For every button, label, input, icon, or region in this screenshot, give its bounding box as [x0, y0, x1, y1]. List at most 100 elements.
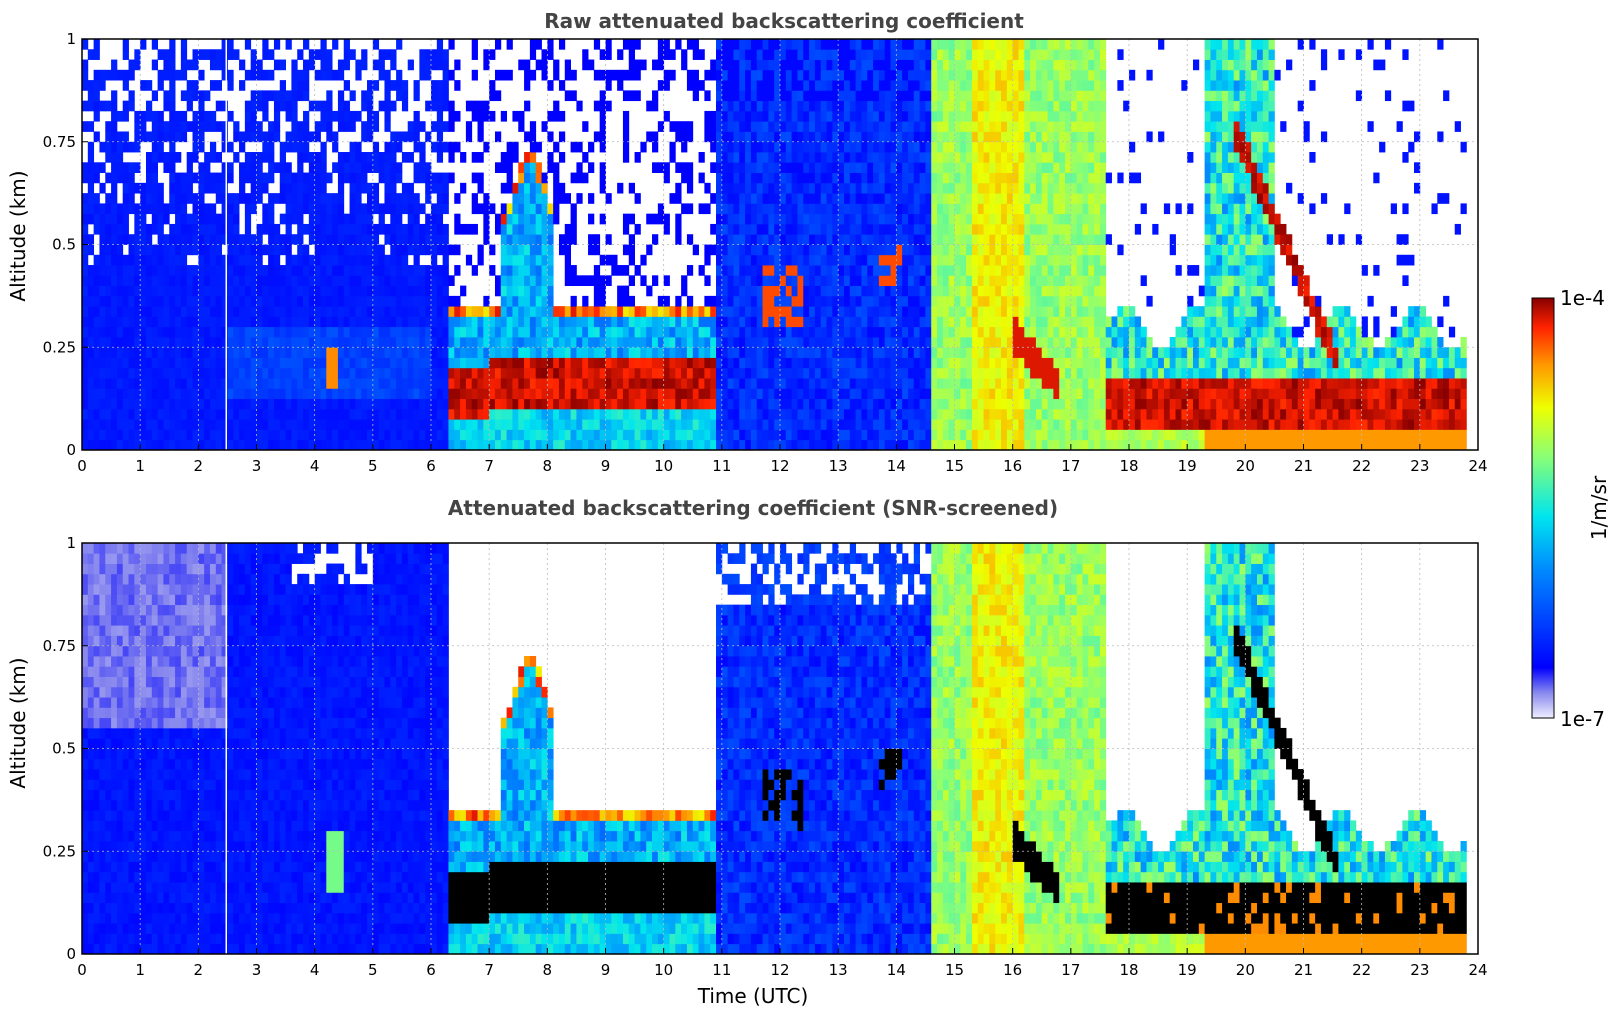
heatmap-cell [180, 59, 188, 71]
heatmap-cell [541, 357, 548, 369]
heatmap-cell [547, 429, 554, 441]
heatmap-cell [890, 131, 897, 143]
heatmap-cell [273, 398, 281, 410]
heatmap-cell [273, 265, 281, 276]
heatmap-cell [902, 244, 909, 256]
heatmap-cell [884, 326, 891, 338]
heatmap-cell [686, 306, 694, 317]
heatmap-cell [87, 439, 95, 451]
heatmap-cell [826, 203, 833, 215]
heatmap-cell [931, 408, 938, 420]
heatmap-cell [652, 141, 659, 153]
heatmap-cell [780, 295, 787, 307]
heatmap-cell [913, 295, 920, 307]
heatmap-cell [151, 408, 159, 420]
heatmap-cell [111, 131, 118, 143]
heatmap-cell [297, 367, 304, 379]
heatmap-cell [605, 100, 612, 112]
heatmap-cell [570, 234, 577, 245]
heatmap-cell [762, 244, 769, 256]
heatmap-cell [169, 59, 176, 71]
heatmap-cell [262, 39, 269, 50]
heatmap-cell [931, 80, 938, 91]
heatmap-cell [675, 429, 682, 441]
heatmap-cell [390, 285, 397, 297]
heatmap-cell [169, 121, 176, 132]
heatmap-cell [332, 429, 339, 441]
heatmap-cell [442, 234, 449, 245]
heatmap-cell [198, 367, 205, 379]
heatmap-cell [826, 152, 833, 163]
heatmap-cell [122, 367, 129, 379]
heatmap-cell [622, 213, 630, 225]
heatmap-cell [873, 275, 880, 286]
heatmap-cell [599, 90, 606, 102]
heatmap-cell [960, 69, 967, 81]
heatmap-cell [471, 316, 478, 328]
heatmap-cell [558, 388, 566, 400]
heatmap-cell [431, 429, 438, 441]
heatmap-cell [349, 275, 356, 286]
heatmap-cell [332, 193, 339, 204]
heatmap-cell [297, 193, 304, 204]
heatmap-cell [541, 388, 548, 400]
heatmap-cell [791, 326, 798, 338]
heatmap-cell [907, 357, 915, 369]
heatmap-cell [448, 367, 455, 379]
heatmap-cell [576, 439, 583, 451]
heatmap-cell [372, 121, 380, 132]
heatmap-cell [256, 131, 263, 143]
heatmap-cell [605, 357, 612, 369]
heatmap-cell [774, 162, 781, 173]
heatmap-cell [814, 162, 822, 173]
heatmap-cell [669, 357, 676, 369]
heatmap-cell [407, 121, 414, 132]
heatmap-cell [524, 265, 531, 276]
heatmap-cell [780, 398, 787, 410]
heatmap-cell [93, 336, 100, 348]
heatmap-cell [966, 39, 973, 50]
heatmap-cell [948, 347, 955, 358]
heatmap-cell [111, 59, 118, 71]
heatmap-cell [919, 182, 926, 194]
heatmap-cell [471, 419, 478, 430]
heatmap-cell [221, 419, 228, 430]
heatmap-cell [611, 69, 618, 81]
heatmap-cell [745, 306, 752, 317]
heatmap-cell [907, 110, 915, 122]
heatmap-cell [966, 223, 973, 235]
heatmap-cell [343, 285, 350, 297]
heatmap-cell [256, 152, 263, 163]
heatmap-cell [291, 347, 298, 358]
heatmap-cell [529, 429, 537, 441]
heatmap-cell [390, 408, 397, 420]
heatmap-cell [605, 69, 612, 81]
heatmap-cell [529, 439, 537, 451]
heatmap-cell [628, 408, 635, 420]
heatmap-cell [518, 306, 525, 317]
heatmap-cell [942, 213, 950, 225]
heatmap-cell [372, 388, 380, 400]
heatmap-cell [809, 223, 816, 235]
heatmap-cell [628, 357, 635, 369]
heatmap-cell [82, 408, 89, 420]
heatmap-cell [564, 316, 571, 328]
heatmap-cell [128, 234, 135, 245]
heatmap-cell [948, 275, 955, 286]
heatmap-cell [907, 162, 915, 173]
heatmap-cell [960, 316, 967, 328]
heatmap-cell [622, 378, 630, 389]
heatmap-cell [105, 408, 112, 420]
heatmap-cell [163, 326, 170, 338]
heatmap-cell [279, 59, 286, 71]
heatmap-cell [663, 223, 670, 235]
heatmap-cell [268, 398, 275, 410]
heatmap-cell [180, 388, 188, 400]
heatmap-cell [570, 347, 577, 358]
heatmap-cell [349, 213, 356, 225]
heatmap-cell [320, 234, 327, 245]
heatmap-cell [256, 223, 263, 235]
heatmap-cell [588, 193, 595, 204]
heatmap-cell [780, 69, 787, 81]
heatmap-cell [797, 316, 804, 328]
